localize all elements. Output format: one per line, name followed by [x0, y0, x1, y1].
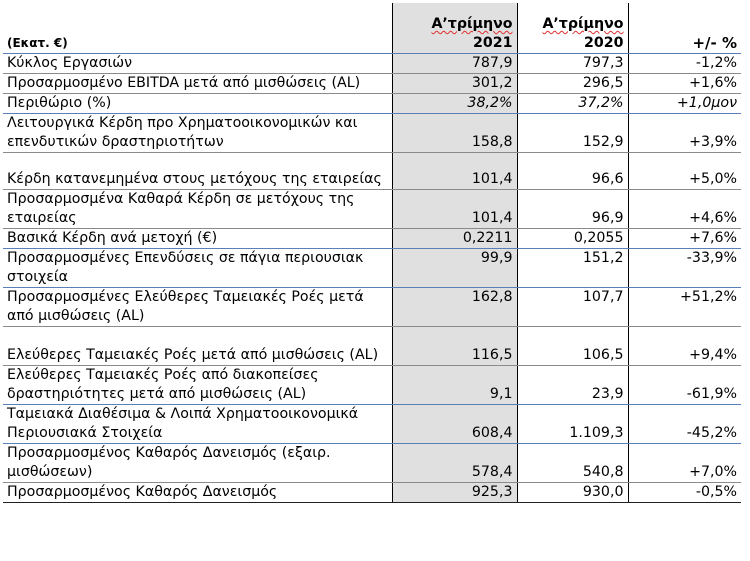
table-row: Κύκλος Εργασιών 787,9 797,3 -1,2% [3, 53, 741, 74]
change-pct: +9,4% [627, 326, 741, 366]
unit-label: (Εκατ. €) [3, 3, 392, 54]
row-label: Κύκλος Εργασιών [3, 53, 392, 74]
row-label: Ελεύθερες Ταμειακές Ροές από διακοπείσες… [3, 365, 392, 405]
value-2021: 158,8 [391, 113, 517, 153]
table-row: Ταμειακά Διαθέσιμα & Λοιπά Χρηματοοικονο… [3, 404, 741, 444]
row-label: Προσαρμοσμένος Καθαρός Δανεισμός [3, 482, 392, 503]
change-pct: -45,2% [627, 404, 741, 444]
value-2020: 23,9 [516, 365, 628, 405]
value-2020: 37,2% [516, 93, 628, 114]
value-2021: 0,2211 [391, 228, 517, 249]
change-pct: +51,2% [627, 287, 741, 327]
value-2020: 0,2055 [516, 228, 628, 249]
change-pct: +3,9% [627, 113, 741, 153]
row-label: Προσαρμοσμένα Καθαρά Κέρδη σε μετόχους τ… [3, 189, 392, 229]
row-label: Περιθώριο (%) [3, 93, 392, 114]
table-row: Προσαρμοσμένες Επενδύσεις σε πάγια περιο… [3, 248, 741, 288]
value-2021: 116,5 [391, 326, 517, 366]
column-header-q1-2020: Α’τρίμηνο 2020 [516, 3, 628, 54]
value-2020: 797,3 [516, 53, 628, 74]
table-row: Προσαρμοσμένο EBITDA μετά από μισθώσεις … [3, 73, 741, 94]
value-2021: 9,1 [391, 365, 517, 405]
change-pct: +7,6% [627, 228, 741, 249]
change-pct: +1,6% [627, 73, 741, 94]
table-header-row: (Εκατ. €) Α’τρίμηνο 2021 Α’τρίμηνο 2020 +/… [3, 3, 741, 54]
change-pct: +7,0% [627, 443, 741, 483]
row-label: Προσαρμοσμένες Ελεύθερες Ταμειακές Ροές … [3, 287, 392, 327]
value-2021: 162,8 [391, 287, 517, 327]
change-pct: +5,0% [627, 152, 741, 190]
financial-results-table: (Εκατ. €) Α’τρίμηνο 2021 Α’τρίμηνο 2020 +/… [3, 3, 741, 503]
value-2020: 1.109,3 [516, 404, 628, 444]
change-pct: -0,5% [627, 482, 741, 503]
value-2021: 101,4 [391, 189, 517, 229]
table-row: Κέρδη κατανεμημένα στους μετόχους της ετ… [3, 152, 741, 190]
value-2021: 787,9 [391, 53, 517, 74]
value-2020: 96,9 [516, 189, 628, 229]
change-pct: -1,2% [627, 53, 741, 74]
value-2020: 540,8 [516, 443, 628, 483]
table-row: Προσαρμοσμένος Καθαρός Δανεισμός 925,3 9… [3, 482, 741, 503]
value-2021: 301,2 [391, 73, 517, 94]
table-row: Λειτουργικά Κέρδη προ Χρηματοοικονομικών… [3, 113, 741, 153]
value-2020: 151,2 [516, 248, 628, 288]
row-label: Προσαρμοσμένο EBITDA μετά από μισθώσεις … [3, 73, 392, 94]
value-2020: 152,9 [516, 113, 628, 153]
row-label: Κέρδη κατανεμημένα στους μετόχους της ετ… [3, 152, 392, 190]
table-row: Ελεύθερες Ταμειακές Ροές μετά από μισθώσ… [3, 326, 741, 366]
value-2020: 107,7 [516, 287, 628, 327]
table-row: Περιθώριο (%) 38,2% 37,2% +1,0μον [3, 93, 741, 114]
value-2020: 296,5 [516, 73, 628, 94]
value-2021: 608,4 [391, 404, 517, 444]
value-2020: 930,0 [516, 482, 628, 503]
table-row: Ελεύθερες Ταμειακές Ροές από διακοπείσες… [3, 365, 741, 405]
row-label: Βασικά Κέρδη ανά μετοχή (€) [3, 228, 392, 249]
change-pct: +4,6% [627, 189, 741, 229]
row-label: Προσαρμοσμένες Επενδύσεις σε πάγια περιο… [3, 248, 392, 288]
table-row: Προσαρμοσμένος Καθαρός Δανεισμός (εξαιρ.… [3, 443, 741, 483]
value-2021: 99,9 [391, 248, 517, 288]
column-header-change-pct: +/- % [627, 3, 741, 54]
value-2020: 96,6 [516, 152, 628, 190]
row-label: Ταμειακά Διαθέσιμα & Λοιπά Χρηματοοικονο… [3, 404, 392, 444]
value-2021: 101,4 [391, 152, 517, 190]
table-row: Βασικά Κέρδη ανά μετοχή (€) 0,2211 0,205… [3, 228, 741, 249]
change-pct: +1,0μον [627, 93, 741, 114]
value-2020: 106,5 [516, 326, 628, 366]
change-pct: -61,9% [627, 365, 741, 405]
value-2021: 578,4 [391, 443, 517, 483]
row-label: Προσαρμοσμένος Καθαρός Δανεισμός (εξαιρ.… [3, 443, 392, 483]
change-pct: -33,9% [627, 248, 741, 288]
column-header-q1-2021: Α’τρίμηνο 2021 [391, 3, 517, 54]
value-2021: 38,2% [391, 93, 517, 114]
table-row: Προσαρμοσμένες Ελεύθερες Ταμειακές Ροές … [3, 287, 741, 327]
row-label: Λειτουργικά Κέρδη προ Χρηματοοικονομικών… [3, 113, 392, 153]
row-label: Ελεύθερες Ταμειακές Ροές μετά από μισθώσ… [3, 326, 392, 366]
table-row: Προσαρμοσμένα Καθαρά Κέρδη σε μετόχους τ… [3, 189, 741, 229]
value-2021: 925,3 [391, 482, 517, 503]
